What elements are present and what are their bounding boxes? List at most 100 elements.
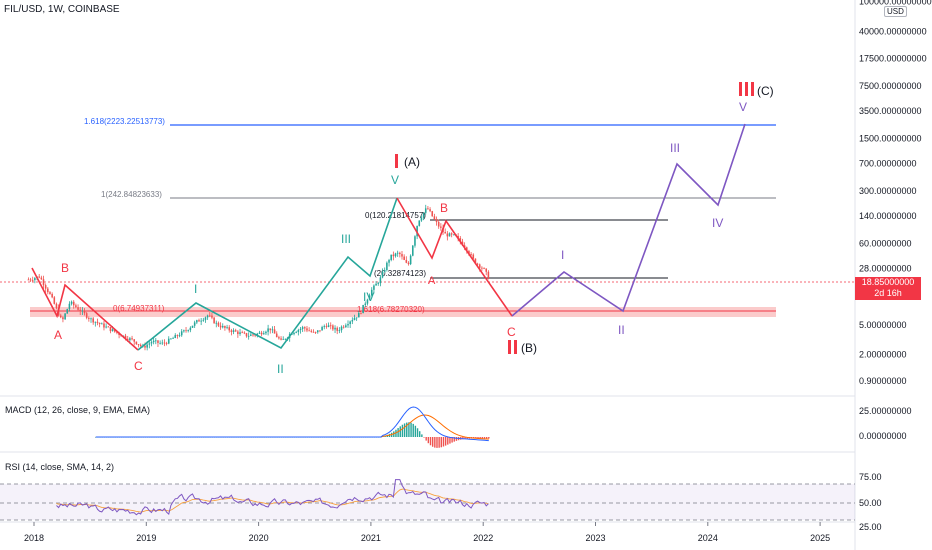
candle-body [228, 327, 231, 331]
candle-body [47, 288, 49, 293]
candle-body [107, 326, 110, 328]
bar-countdown: 2d 16h [874, 288, 902, 298]
candle-body [157, 340, 159, 343]
macd-histogram-bar [421, 434, 423, 437]
wave-label-c-2018: C [134, 359, 143, 373]
candle-body [418, 220, 421, 226]
candle-body [243, 332, 246, 334]
price-tick-label: 17500.00000000 [859, 53, 927, 63]
time-tick-label: 2025 [810, 533, 830, 543]
candle-body [155, 340, 157, 342]
candle-body [375, 283, 377, 286]
candles [27, 204, 490, 351]
candle-body [83, 310, 86, 314]
time-tick-label: 2018 [24, 533, 44, 543]
candle-body [215, 322, 218, 324]
wave-label-v-green: V [391, 173, 399, 187]
candle-body [85, 313, 88, 318]
candle-body [327, 325, 330, 327]
candle-body [176, 335, 179, 336]
wave-label-c-paren: (C) [757, 84, 774, 98]
wave-label-b-2018: B [61, 261, 69, 275]
candle-body [347, 324, 349, 326]
fib-label-0-bottom: 0(6.74937311) [113, 304, 165, 313]
wave-label-b-paren: (B) [521, 341, 537, 355]
candle-body [338, 330, 341, 331]
candle-body [66, 309, 69, 314]
price-tick-label: 5.00000000 [859, 320, 907, 330]
rsi-tick-label: 25.00 [859, 522, 882, 532]
candle-body [38, 276, 40, 278]
candle-body [193, 322, 196, 326]
candle-body [109, 327, 112, 332]
wave-degree-mark-b1 [508, 340, 511, 354]
macd-histogram-bar [475, 437, 477, 439]
candle-body [137, 344, 140, 345]
candle-body [180, 331, 183, 336]
macd-histogram-bar [408, 422, 410, 437]
candle-body [234, 330, 237, 332]
candle-body [435, 219, 438, 222]
price-tick-label: 7500.00000000 [859, 81, 922, 91]
time-tick-label: 2019 [136, 533, 156, 543]
candle-body [304, 327, 306, 329]
candle-body [94, 321, 97, 323]
time-tick-label: 2020 [249, 533, 269, 543]
macd-title: MACD (12, 26, close, 9, EMA, EMA) [5, 405, 150, 415]
fib-zone-low [30, 307, 776, 317]
wave-degree-mark-b2 [514, 340, 517, 354]
wave-abc-red-2021 [396, 197, 513, 317]
candle-body [72, 301, 75, 306]
price-tick-label: 3500.00000000 [859, 106, 922, 116]
candle-body [90, 318, 92, 320]
candle-body [411, 245, 414, 256]
candle-body [427, 208, 429, 210]
candle-body [146, 344, 148, 348]
candle-body [111, 329, 114, 332]
candle-body [414, 236, 416, 246]
candle-body [351, 319, 354, 322]
price-tick-label: 60.00000000 [859, 239, 912, 249]
candle-body [113, 329, 116, 332]
candle-body [401, 254, 403, 257]
candle-body [394, 253, 397, 257]
candle-body [424, 208, 427, 213]
candle-body [75, 305, 77, 308]
wave-abc-red-2018 [31, 267, 139, 351]
candle-body [245, 333, 248, 337]
candle-body [364, 303, 367, 305]
macd-histogram-bar [455, 437, 458, 441]
candle-body [316, 330, 319, 333]
candle-body [355, 317, 358, 319]
macd-histogram-bar [412, 423, 414, 437]
candle-body [358, 313, 360, 318]
candle-body [247, 335, 250, 337]
candle-body [103, 323, 105, 328]
candle-body [239, 332, 241, 335]
candle-body [444, 232, 446, 234]
wave-label-i-green: I [194, 282, 197, 296]
currency-badge[interactable]: USD [884, 6, 907, 17]
candle-body [373, 285, 375, 290]
macd-histogram-bar [406, 422, 408, 437]
candle-body [399, 252, 401, 255]
candle-body [275, 333, 278, 338]
candle-body [329, 325, 332, 327]
price-axis: 100000.00000000 40000.00000000 17500.00000… [859, 0, 932, 532]
wave-projection-purple [511, 123, 746, 317]
wave-label-i-purple: I [561, 248, 564, 262]
candle-body [301, 327, 304, 329]
macd-histogram-bar [440, 437, 443, 448]
candle-body [437, 221, 440, 227]
candle-body [256, 333, 259, 336]
macd-histogram-bar [395, 429, 397, 437]
candle-body [183, 330, 185, 332]
candle-body [381, 271, 384, 278]
candle-body [368, 295, 371, 300]
candle-body [310, 330, 313, 332]
candle-body [470, 254, 472, 255]
candle-body [433, 216, 436, 220]
candle-body [170, 338, 172, 340]
candle-body [392, 254, 395, 257]
